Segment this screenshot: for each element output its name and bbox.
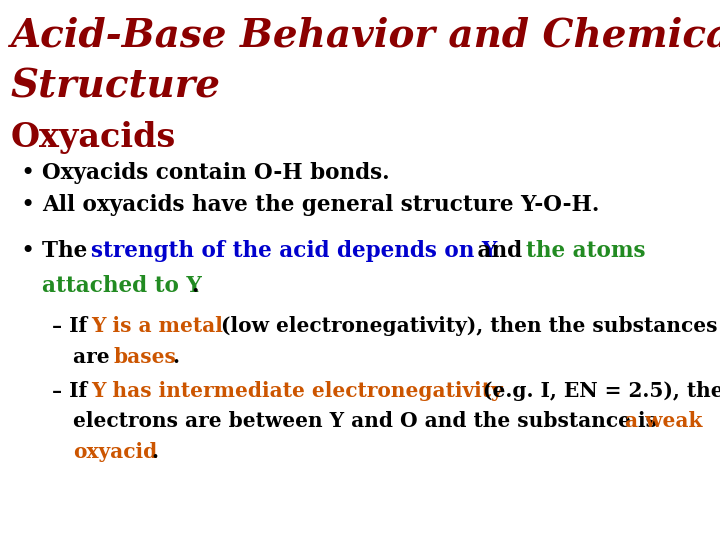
Text: electrons are between Y and O and the substance is: electrons are between Y and O and the su…: [73, 411, 664, 431]
Text: Oxyacids contain O-H bonds.: Oxyacids contain O-H bonds.: [42, 162, 390, 184]
Text: .: .: [172, 347, 179, 367]
Text: .: .: [151, 442, 158, 462]
Text: – If: – If: [52, 316, 94, 336]
Text: (e.g. I, EN = 2.5), the: (e.g. I, EN = 2.5), the: [476, 381, 720, 401]
Text: Y is a metal: Y is a metal: [91, 316, 223, 336]
Text: •: •: [21, 162, 35, 185]
Text: a weak: a weak: [624, 411, 702, 431]
Text: bases: bases: [114, 347, 176, 367]
Text: – If: – If: [52, 381, 94, 401]
Text: strength of the acid depends on Y: strength of the acid depends on Y: [91, 240, 498, 262]
Text: and: and: [470, 240, 530, 262]
Text: oxyacid: oxyacid: [73, 442, 157, 462]
Text: .: .: [191, 275, 199, 298]
Text: (low electronegativity), then the substances: (low electronegativity), then the substa…: [215, 316, 718, 336]
Text: Y has intermediate electronegativity: Y has intermediate electronegativity: [91, 381, 503, 401]
Text: All oxyacids have the general structure Y-O-H.: All oxyacids have the general structure …: [42, 194, 599, 217]
Text: attached to Y: attached to Y: [42, 275, 202, 298]
Text: the atoms: the atoms: [526, 240, 645, 262]
Text: Structure: Structure: [10, 68, 220, 105]
Text: Acid-Base Behavior and Chemical: Acid-Base Behavior and Chemical: [10, 16, 720, 54]
Text: Oxyacids: Oxyacids: [10, 122, 176, 154]
Text: •: •: [21, 240, 35, 264]
Text: The: The: [42, 240, 94, 262]
Text: •: •: [21, 194, 35, 218]
Text: are: are: [73, 347, 117, 367]
